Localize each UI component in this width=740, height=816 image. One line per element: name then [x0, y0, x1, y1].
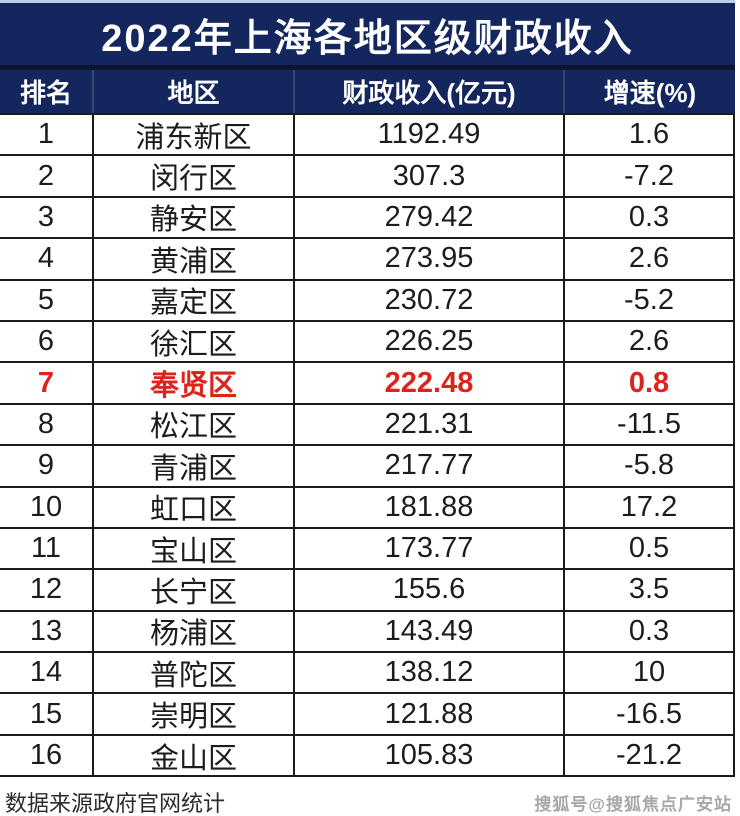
rank-cell: 3	[37, 200, 55, 233]
growth-cell: 0.5	[563, 528, 733, 569]
rank-cell: 9	[37, 449, 55, 482]
table-row: 9 青浦区 217.77 -5.8	[0, 446, 733, 488]
district-cell: 虹口区	[92, 487, 293, 527]
district-cell: 宝山区	[92, 528, 293, 569]
growth-cell: -21.2	[563, 735, 733, 776]
district-cell: 奉贤区	[92, 363, 293, 403]
district-cell: 杨浦区	[92, 611, 293, 652]
revenue-cell: 222.48	[293, 363, 563, 403]
header-revenue: 财政收入(亿元)	[293, 70, 563, 113]
revenue-cell: 221.31	[293, 404, 563, 445]
district-cell: 普陀区	[92, 653, 293, 693]
header-district: 地区	[92, 70, 293, 113]
revenue-cell: 273.95	[293, 239, 563, 279]
growth-cell: -11.5	[563, 404, 733, 445]
table-row: 14 普陀区 138.12 10	[0, 653, 733, 695]
table-row: 16 金山区 105.83 -21.2	[0, 735, 733, 778]
growth-cell: 2.6	[563, 239, 733, 279]
rank-cell: 15	[29, 697, 63, 730]
header-growth: 增速(%)	[563, 70, 735, 113]
rank-cell: 4	[37, 242, 55, 275]
data-source-note: 数据来源政府官网统计	[5, 791, 226, 816]
table-row: 15 崇明区 121.88 -16.5	[0, 694, 733, 736]
growth-cell: -7.2	[563, 156, 733, 196]
district-cell: 闵行区	[92, 156, 293, 196]
table-row: 11 宝山区 173.77 0.5	[0, 528, 733, 571]
revenue-cell: 279.42	[293, 197, 563, 238]
rank-cell: 11	[30, 532, 62, 565]
footer: 数据来源政府官网统计 搜狐号@搜狐焦点广安站	[0, 777, 740, 816]
watermark-text: 搜狐号@搜狐焦点广安站	[534, 794, 732, 814]
growth-cell: 0.3	[563, 197, 733, 238]
district-cell: 崇明区	[92, 694, 293, 734]
revenue-cell: 121.88	[293, 694, 563, 734]
district-cell: 青浦区	[92, 446, 293, 486]
growth-cell: -5.2	[563, 280, 733, 320]
revenue-cell: 143.49	[293, 611, 563, 652]
district-cell: 嘉定区	[92, 280, 293, 320]
table-row: 6 徐汇区 226.25 2.6	[0, 321, 733, 364]
rank-cell: 1	[37, 118, 55, 151]
revenue-cell: 105.83	[293, 735, 563, 776]
district-cell: 长宁区	[92, 570, 293, 610]
growth-cell: 10	[563, 653, 733, 693]
district-cell: 黄浦区	[92, 239, 293, 279]
rank-cell: 12	[29, 573, 63, 606]
rank-cell: 14	[29, 656, 63, 689]
rank-cell: 6	[37, 325, 55, 358]
revenue-cell: 155.6	[293, 570, 563, 610]
revenue-cell: 181.88	[293, 487, 563, 527]
growth-cell: 1.6	[563, 115, 733, 155]
rank-cell: 5	[37, 283, 55, 316]
table-row: 8 松江区 221.31 -11.5	[0, 404, 733, 447]
table-row: 2 闵行区 307.3 -7.2	[0, 156, 733, 198]
growth-cell: 2.6	[563, 321, 733, 362]
growth-cell: 17.2	[563, 487, 733, 527]
rank-cell: 8	[37, 407, 55, 440]
rank-cell: 10	[29, 490, 63, 523]
revenue-cell: 307.3	[293, 156, 563, 196]
table-row: 13 杨浦区 143.49 0.3	[0, 611, 733, 654]
table-row: 4 黄浦区 273.95 2.6	[0, 239, 733, 281]
district-cell: 金山区	[92, 735, 293, 776]
growth-cell: -16.5	[563, 694, 733, 734]
rank-cell: 2	[37, 159, 55, 192]
table-row: 10 虹口区 181.88 17.2	[0, 487, 733, 529]
district-cell: 浦东新区	[92, 115, 293, 155]
growth-cell: 0.8	[563, 363, 733, 403]
district-cell: 静安区	[92, 197, 293, 238]
growth-cell: -5.8	[563, 446, 733, 486]
growth-cell: 3.5	[563, 570, 733, 610]
district-cell: 松江区	[92, 404, 293, 445]
table-row: 7 奉贤区 222.48 0.8	[0, 363, 733, 405]
revenue-cell: 217.77	[293, 446, 563, 486]
page-title: 2022年上海各地区级财政收入	[0, 0, 735, 65]
table-row: 12 长宁区 155.6 3.5	[0, 570, 733, 612]
table-body: 1 浦东新区 1192.49 1.6 2 闵行区 307.3 -7.2 3 静安…	[0, 113, 735, 778]
header-rank: 排名	[19, 78, 72, 108]
title-separator	[0, 65, 735, 70]
table-row: 5 嘉定区 230.72 -5.2	[0, 280, 733, 322]
table-row: 3 静安区 279.42 0.3	[0, 197, 733, 240]
revenue-cell: 173.77	[293, 528, 563, 569]
fiscal-revenue-table: 2022年上海各地区级财政收入 排名 地区 财政收入(亿元) 增速(%) 1 浦…	[0, 0, 735, 778]
rank-cell: 7	[37, 366, 55, 399]
district-cell: 徐汇区	[92, 321, 293, 362]
rank-cell: 16	[29, 739, 63, 772]
revenue-cell: 1192.49	[293, 115, 563, 155]
revenue-cell: 226.25	[293, 321, 563, 362]
rank-cell: 13	[29, 614, 63, 647]
revenue-cell: 138.12	[293, 653, 563, 693]
table-row: 1 浦东新区 1192.49 1.6	[0, 115, 733, 157]
growth-cell: 0.3	[563, 611, 733, 652]
revenue-cell: 230.72	[293, 280, 563, 320]
table-header-row: 排名 地区 财政收入(亿元) 增速(%)	[0, 70, 735, 113]
